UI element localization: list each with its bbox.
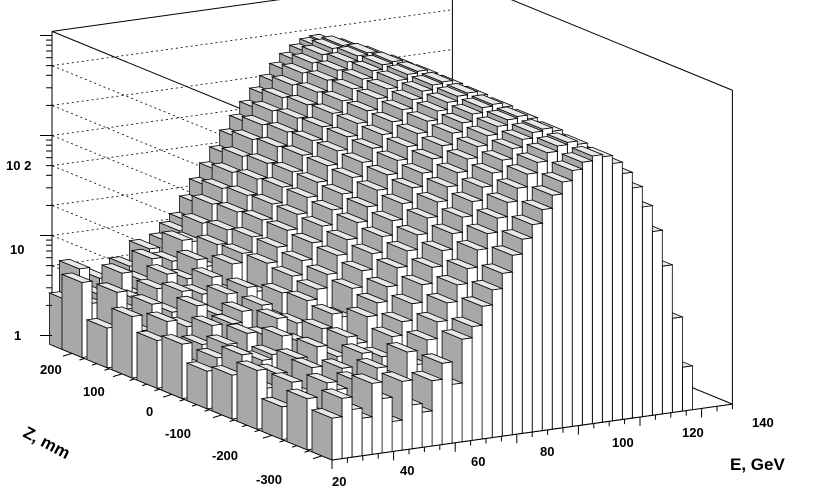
x-tick-label-60: 60 <box>471 454 485 469</box>
x-tick-label-40: 40 <box>400 463 414 478</box>
z-tick-label-100: 10 2 <box>6 158 31 173</box>
bar-z200-e0 <box>60 272 94 359</box>
histogram-bars <box>47 33 694 461</box>
x-tick-label-80: 80 <box>540 444 554 459</box>
x-tick-label-20: 20 <box>332 474 346 489</box>
y-tick-label-100: 100 <box>83 384 105 399</box>
z-tick-label-10: 10 <box>10 242 24 257</box>
y-tick-label-m200: -200 <box>212 448 238 463</box>
x-axis-title: E, GeV <box>730 455 785 474</box>
y-tick-label-m100: -100 <box>165 426 191 441</box>
y-tick-label-m300: -300 <box>256 472 282 487</box>
axis-ticks <box>40 35 733 469</box>
bar-z-300-e0 <box>310 408 344 461</box>
y-axis-title: Z, mm <box>20 423 73 463</box>
x-tick-label-120: 120 <box>682 425 704 440</box>
z-tick-label-1: 1 <box>14 328 21 343</box>
y-tick-label-200: 200 <box>40 362 62 377</box>
x-tick-label-100: 100 <box>612 435 634 450</box>
y-tick-label-0: 0 <box>146 404 153 419</box>
x-tick-label-140: 140 <box>752 415 774 430</box>
